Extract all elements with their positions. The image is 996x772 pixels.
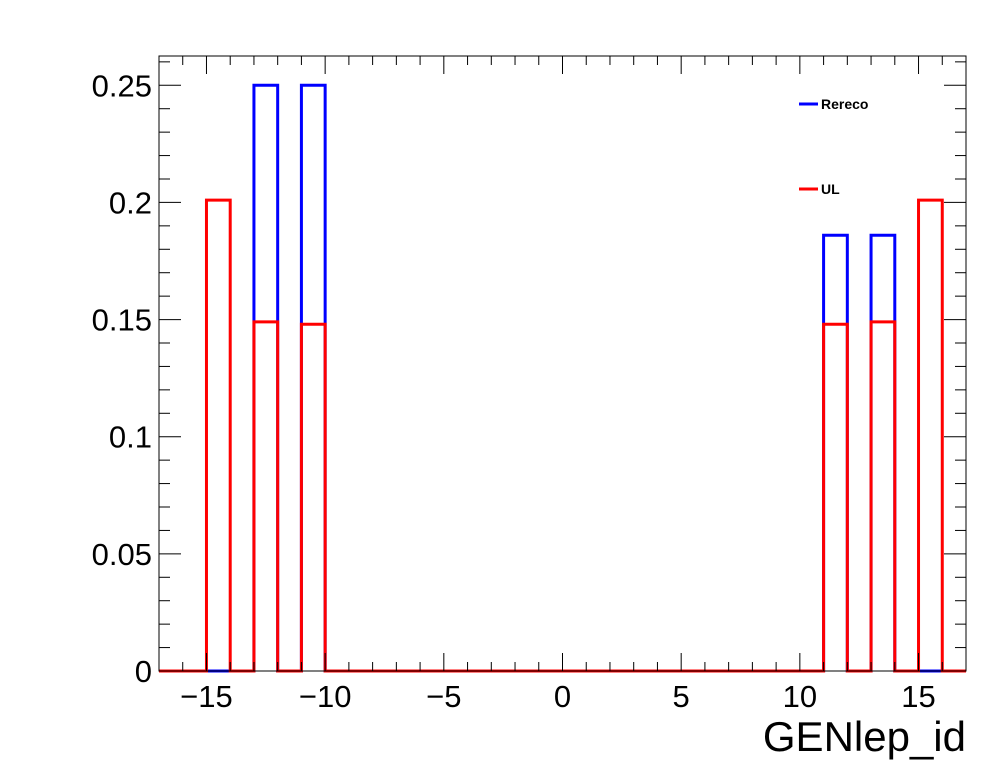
x-tick-label: 0 — [554, 679, 571, 714]
ticks-layer — [158, 56, 967, 672]
y-tick-label: 0.05 — [92, 537, 152, 572]
y-tick-label: 0.2 — [109, 185, 152, 220]
x-tick-label: −5 — [426, 679, 461, 714]
legend: Rereco UL — [799, 96, 868, 197]
y-tick-label: 0 — [135, 654, 152, 689]
x-tick-label: 5 — [673, 679, 690, 714]
x-tick-label: 15 — [901, 679, 935, 714]
x-tick-label: −10 — [299, 679, 352, 714]
legend-label-rereco: Rereco — [821, 96, 868, 112]
y-tick-label: 0.1 — [109, 420, 152, 455]
y-tick-label: 0.15 — [92, 303, 152, 338]
x-axis-title: GENlep_id — [763, 713, 966, 760]
tick-labels-layer: −15 −10 −5 0 5 10 15 0 0.05 0.1 0.15 0.2 0.25 — [92, 68, 936, 714]
x-tick-label: 10 — [783, 679, 817, 714]
y-tick-label: 0.25 — [92, 68, 152, 103]
x-tick-label: −15 — [180, 679, 233, 714]
legend-label-ul: UL — [821, 181, 840, 197]
